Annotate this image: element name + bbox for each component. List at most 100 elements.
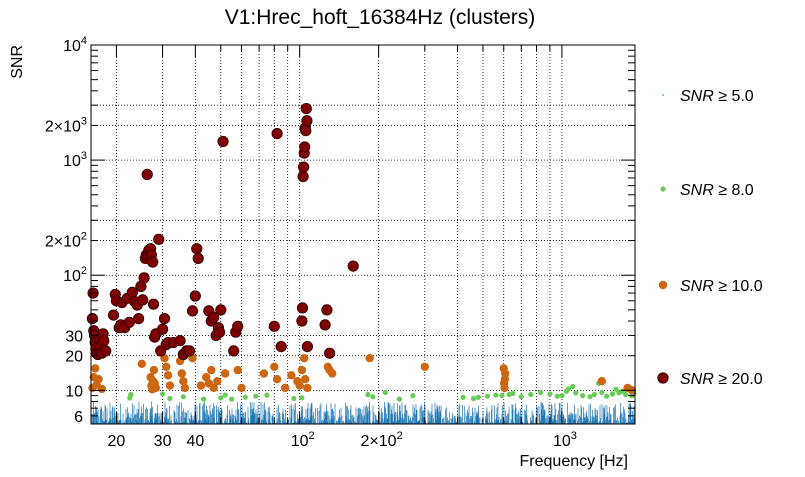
- data-point: [192, 252, 204, 264]
- data-point: [158, 312, 171, 325]
- data-point: [147, 298, 160, 310]
- x-tick-label: 30: [154, 433, 172, 450]
- legend-label: SNR ≥ 10.0: [680, 278, 763, 295]
- data-point: [179, 377, 188, 386]
- data-point: [493, 392, 499, 398]
- data-point: [565, 386, 572, 392]
- axis-ticks: [91, 44, 635, 424]
- data-point: [232, 320, 244, 332]
- data-point: [300, 103, 312, 115]
- data-point: [228, 345, 240, 357]
- data-point: [499, 393, 505, 399]
- legend: SNR ≥ 5.0 SNR ≥ 8.0 SNR ≥ 10.0 SNR ≥ 20.0: [657, 88, 763, 388]
- data-point: [272, 375, 282, 384]
- data-point: [609, 391, 616, 397]
- data-point: [365, 354, 374, 363]
- data-point: [153, 233, 165, 245]
- data-point: [229, 396, 235, 402]
- legend-marker: [660, 186, 666, 192]
- data-point: [275, 340, 287, 353]
- x-tick-label: 40: [186, 433, 204, 450]
- data-point: [299, 141, 311, 153]
- data-point: [180, 394, 186, 400]
- legend-label: SNR ≥ 8.0: [680, 182, 754, 199]
- data-point: [183, 345, 196, 357]
- data-point: [237, 383, 246, 393]
- data-points: [86, 103, 637, 402]
- data-point: [221, 369, 230, 378]
- data-point: [180, 383, 190, 393]
- data-point: [141, 168, 153, 181]
- data-point: [460, 394, 466, 400]
- data-point: [167, 395, 173, 402]
- data-point: [297, 161, 310, 173]
- data-point: [165, 381, 175, 390]
- data-point: [573, 390, 579, 396]
- data-point: [214, 326, 226, 338]
- data-point: [323, 347, 336, 359]
- legend-entry: SNR ≥ 5.0: [662, 88, 754, 105]
- y-tick-label: 20: [65, 349, 83, 366]
- y-tick-label: 102: [63, 265, 87, 285]
- y-tick-label: 103: [63, 150, 87, 170]
- data-point: [207, 365, 216, 375]
- data-point: [296, 315, 308, 327]
- legend-entry: SNR ≥ 8.0: [660, 182, 754, 199]
- data-point: [300, 354, 309, 363]
- data-point: [538, 389, 544, 395]
- data-point: [297, 170, 309, 183]
- data-point: [528, 391, 534, 398]
- data-point: [382, 389, 388, 395]
- x-tick-labels: 20 30 40 102 2×102 103: [108, 430, 577, 450]
- data-point: [287, 371, 296, 380]
- data-point: [162, 362, 171, 371]
- data-point: [623, 391, 629, 398]
- data-point: [587, 394, 593, 400]
- data-point: [147, 256, 159, 268]
- data-point: [510, 390, 516, 396]
- legend-marker: [658, 280, 668, 290]
- y-tick-label: 10: [65, 383, 83, 400]
- data-point: [470, 395, 477, 402]
- data-point: [291, 395, 297, 402]
- data-point: [201, 396, 207, 402]
- x-tick-label: 103: [553, 430, 577, 450]
- data-point: [559, 393, 565, 399]
- data-point: [149, 365, 159, 375]
- data-point: [321, 304, 333, 316]
- data-point: [218, 395, 224, 401]
- data-point: [160, 391, 166, 397]
- data-point: [370, 394, 376, 400]
- data-point: [484, 393, 490, 399]
- legend-marker: [662, 94, 664, 96]
- data-point: [347, 260, 359, 272]
- data-point: [420, 362, 429, 371]
- y-tick-labels: 6 10 20 30 102 2×102 103 2×103 104: [45, 35, 87, 426]
- data-point: [328, 369, 337, 378]
- y-tick-label: 30: [65, 328, 83, 345]
- data-point: [396, 396, 402, 402]
- data-point: [107, 309, 120, 321]
- data-point: [580, 393, 586, 399]
- data-point: [599, 389, 605, 395]
- plot-frame: [90, 44, 636, 425]
- legend-entry: SNR ≥ 20.0: [657, 371, 763, 388]
- legend-label: SNR ≥ 5.0: [680, 88, 754, 105]
- x-tick-label: 20: [108, 433, 126, 450]
- data-point: [570, 383, 576, 390]
- data-point: [186, 305, 199, 317]
- data-point: [301, 340, 313, 353]
- data-point: [86, 312, 99, 325]
- data-point: [233, 365, 242, 375]
- data-point: [280, 383, 290, 393]
- data-point: [591, 391, 598, 398]
- data-point: [91, 364, 100, 373]
- legend-marker: [657, 372, 669, 384]
- data-point: [137, 294, 149, 306]
- y-tick-label: 2×102: [45, 231, 87, 251]
- data-point: [301, 115, 313, 127]
- data-point: [94, 375, 103, 384]
- data-point: [222, 392, 228, 398]
